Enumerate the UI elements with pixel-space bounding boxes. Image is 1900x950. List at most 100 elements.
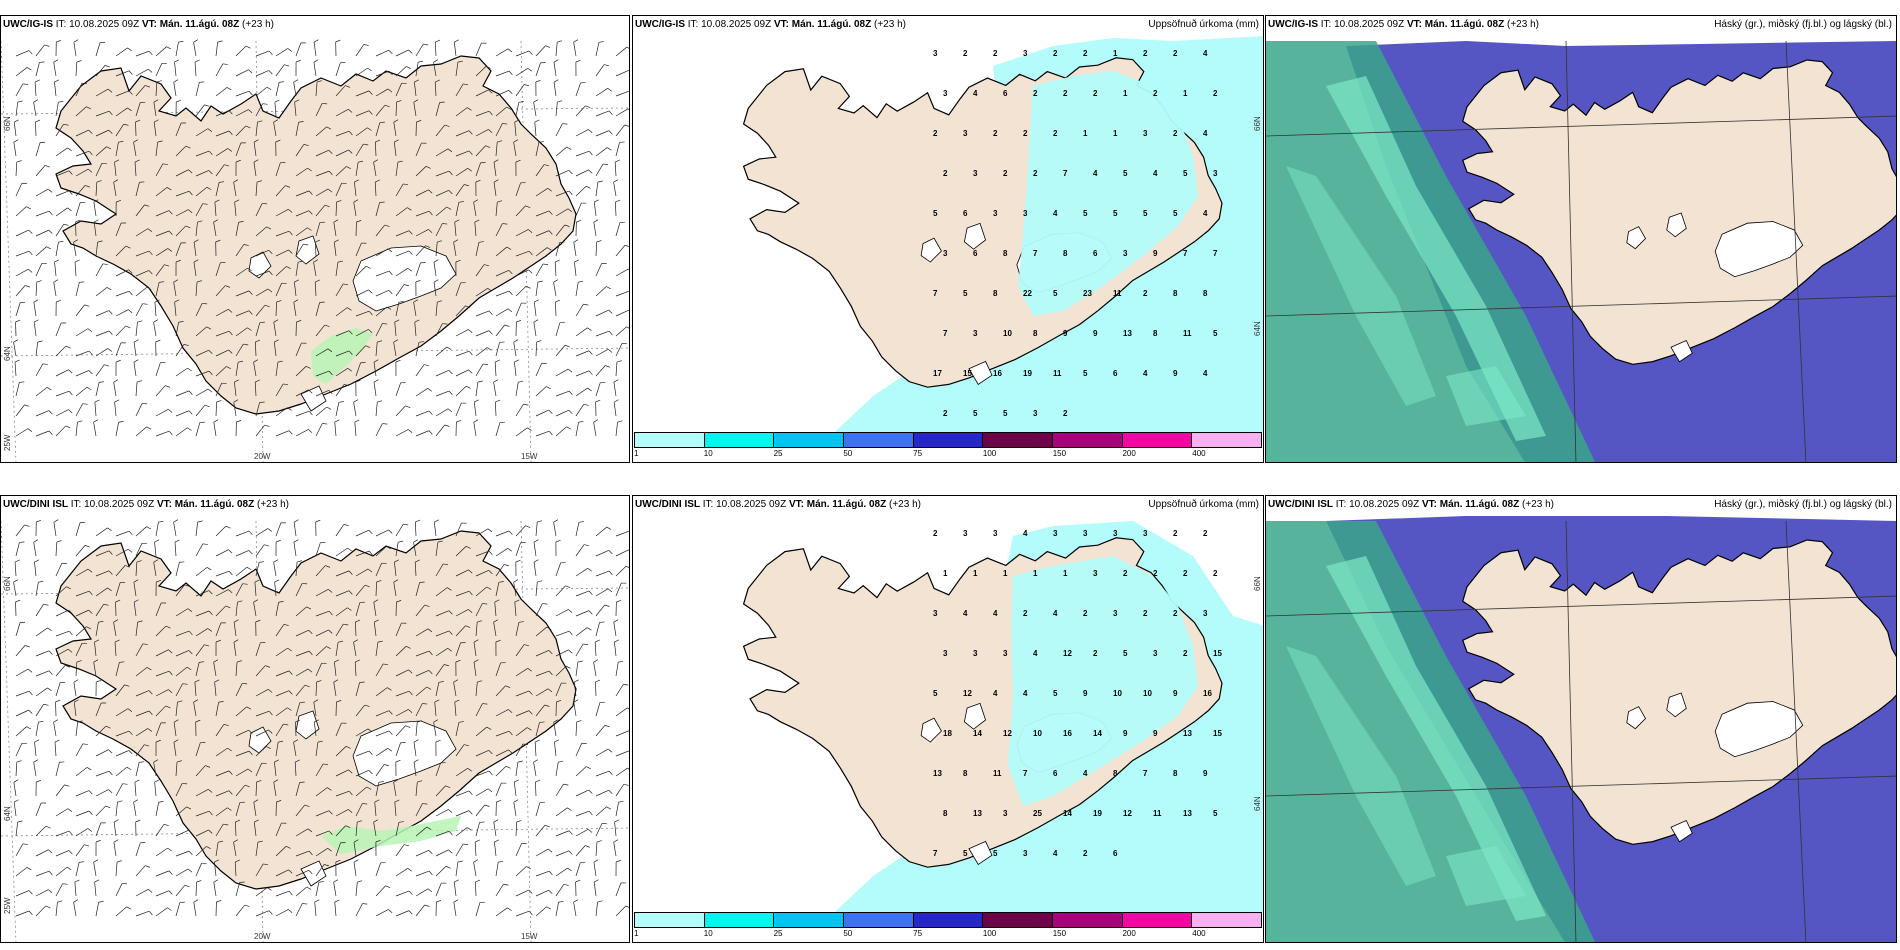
wind-barb-flag	[425, 245, 431, 248]
wind-barb	[215, 42, 219, 57]
wind-barb	[295, 227, 308, 237]
wind-barb	[375, 88, 389, 97]
wind-barb	[315, 646, 327, 657]
wind-barb	[515, 690, 530, 697]
wind-barb-flag	[544, 824, 550, 828]
wind-barb-flag	[514, 779, 519, 783]
wind-barb-flag	[186, 806, 192, 810]
wind-barb	[215, 724, 225, 737]
panel-wind-top[interactable]: UWC/IG-IS IT: 10.08.2025 09Z VT: Mán. 11…	[0, 15, 630, 463]
wind-barb	[313, 42, 317, 57]
wind-barb	[15, 867, 28, 877]
wind-barb	[555, 609, 569, 617]
wind-barb	[615, 882, 622, 897]
wind-barb	[215, 605, 226, 617]
panel-cloud-bottom[interactable]: UWC/DINI ISL IT: 10.08.2025 09Z VT: Mán.…	[1265, 495, 1897, 943]
precip-map: 3 2 2 3 2 2 1 2 2 43 4 6 2 2 2 1 2 1 22 3 2 2 2 1 1 3 2 42 3 2 2 7 4 5 4 5 3…	[742, 36, 1263, 434]
precip-value: 9	[1123, 729, 1128, 738]
wind-barb	[334, 902, 337, 917]
wind-barb-flag	[608, 130, 613, 135]
wind-barb	[555, 649, 569, 657]
wind-barb	[555, 368, 569, 377]
wind-barb-flag	[47, 627, 52, 632]
wind-barb	[495, 422, 501, 437]
wind-barb	[375, 248, 389, 257]
wind-barb	[435, 785, 446, 797]
wind-barb-flag	[298, 121, 304, 123]
wind-barb-flag	[265, 665, 271, 668]
wind-barb-flag	[563, 783, 569, 786]
panel-precip-bottom[interactable]: UWC/DINI ISL IT: 10.08.2025 09Z VT: Mán.…	[632, 495, 1264, 943]
wind-barb	[215, 130, 230, 137]
cloud-map	[1266, 36, 1896, 462]
precip-value: 12	[963, 689, 972, 698]
wind-barb-flag	[337, 260, 343, 263]
precip-value: 9	[1063, 329, 1068, 338]
precip-value: 2	[933, 129, 938, 138]
wind-barb	[33, 542, 37, 557]
wind-barb	[575, 370, 590, 377]
wind-barb	[575, 743, 583, 757]
wind-barb	[215, 702, 219, 717]
wind-barb	[315, 542, 321, 557]
colorbar-label: 200	[1122, 449, 1136, 458]
wind-barb-flag	[14, 119, 19, 123]
panel-wind-bottom[interactable]: UWC/DINI ISL IT: 10.08.2025 09Z VT: Mán.…	[0, 495, 630, 943]
wind-barb-flag	[128, 90, 133, 95]
wind-barb	[615, 90, 629, 97]
wind-barb	[515, 644, 525, 657]
wind-barb-flag	[488, 330, 493, 335]
wind-barb-flag	[26, 206, 32, 210]
wind-barb	[135, 728, 148, 737]
precip-value: 8	[1063, 249, 1068, 258]
wind-barb-flag	[102, 263, 108, 265]
wind-barb	[375, 104, 386, 117]
wind-barb-flag	[313, 259, 319, 263]
wind-barb	[293, 82, 297, 97]
wind-barb	[455, 130, 470, 137]
wind-barb	[413, 102, 417, 117]
wind-barb-flag	[296, 560, 302, 563]
wind-barb	[615, 530, 629, 537]
precip-value: 5	[1083, 209, 1088, 218]
wind-barb	[475, 145, 486, 157]
wind-barb	[135, 270, 149, 277]
wind-barb	[15, 404, 25, 417]
wind-barb	[175, 783, 183, 797]
wind-barb	[355, 550, 370, 557]
wind-barb	[133, 362, 137, 377]
wind-barb	[575, 568, 588, 577]
lat-label-66: 66N	[3, 576, 12, 591]
wind-barb-flag	[127, 708, 133, 712]
precip-value: 8	[993, 289, 998, 298]
wind-barb	[175, 850, 190, 857]
wind-barb	[534, 742, 537, 757]
wind-barb	[294, 282, 297, 297]
wind-barb-flag	[35, 119, 41, 123]
wind-barb-flag	[113, 819, 119, 823]
wind-barb-flag	[73, 39, 79, 43]
wind-barb-flag	[488, 550, 493, 556]
wind-barb	[95, 182, 98, 197]
precip-value: 9	[1153, 729, 1158, 738]
wind-barb	[75, 522, 81, 537]
wind-barb-flag	[316, 680, 322, 683]
wind-barb	[355, 529, 369, 537]
wind-barb-flag	[284, 64, 290, 67]
wind-barb-flag	[566, 426, 572, 430]
wind-barb	[55, 369, 69, 377]
panel-cloud-top[interactable]: UWC/IG-IS IT: 10.08.2025 09Z VT: Mán. 11…	[1265, 15, 1897, 463]
wind-barb-flag	[448, 170, 453, 176]
glacier-3	[920, 237, 942, 263]
wind-barb	[95, 604, 104, 617]
panel-precip-top[interactable]: UWC/IG-IS IT: 10.08.2025 09Z VT: Mán. 11…	[632, 15, 1264, 463]
wind-barb-flag	[176, 760, 182, 763]
wind-barb-flag	[523, 403, 529, 406]
wind-barb-flag	[382, 323, 388, 325]
wind-barb	[74, 882, 77, 897]
wind-barb	[595, 570, 610, 577]
wind-barb	[55, 102, 59, 117]
wind-barb-flag	[125, 565, 130, 568]
precip-value: 2	[1053, 129, 1058, 138]
precip-value: 3	[933, 49, 938, 58]
